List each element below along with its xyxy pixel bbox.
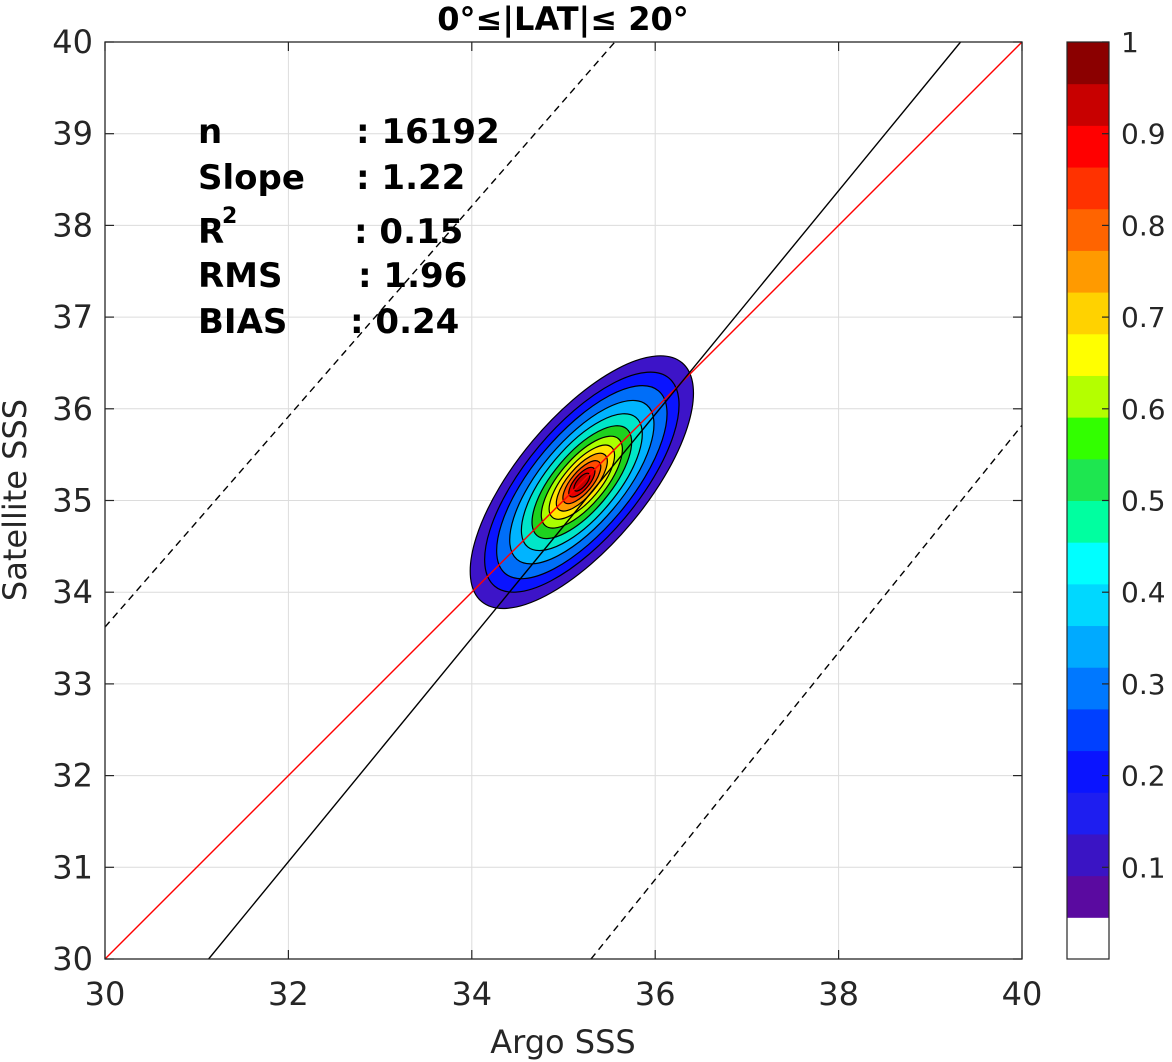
colorbar-segment: [1067, 83, 1109, 126]
colorbar-segment: [1067, 583, 1109, 627]
y-tick-label: 31: [52, 848, 93, 886]
colorbar-tick-label: 0.1: [1121, 851, 1166, 884]
stat-r2-superscript: 2: [222, 204, 237, 229]
regression-line: [208, 42, 962, 959]
colorbar-segment: [1067, 250, 1109, 293]
stats-box: n : 16192 Slope : 1.22 R 2 : 0.15 RMS : …: [198, 112, 500, 342]
x-tick-label: 36: [635, 975, 676, 1013]
colorbar-segment: [1067, 417, 1109, 460]
colorbar-tick-label: 0.7: [1121, 301, 1166, 334]
colorbar-segment: [1067, 917, 1109, 960]
colorbar-segment: [1067, 792, 1109, 835]
y-tick-label: 40: [52, 23, 93, 61]
x-tick-label: 38: [818, 975, 859, 1013]
colorbar-tick-label: 0.3: [1121, 668, 1166, 701]
y-tick-label: 36: [52, 390, 93, 428]
colorbar: 1 0.9 0.8 0.7 0.6 0.5 0.4 0.3 0.2 0.1: [1066, 26, 1166, 960]
stat-bias-label: BIAS: [198, 302, 287, 342]
colorbar-segment: [1067, 500, 1109, 543]
colorbar-tick-label: 0.9: [1121, 118, 1166, 151]
stat-r2-value: : 0.15: [354, 212, 463, 252]
colorbar-tick-label: 0.2: [1121, 760, 1166, 793]
colorbar-tick-label: 0.4: [1121, 576, 1166, 609]
stat-slope-label: Slope: [198, 158, 305, 198]
chart-title: 0°≤|LAT|≤ 20°: [437, 0, 688, 39]
stat-n-value: : 16192: [356, 112, 500, 152]
colorbar-segment: [1067, 167, 1109, 210]
colorbar-segment: [1067, 458, 1109, 501]
colorbar-segment: [1067, 375, 1109, 418]
colorbar-tick-label: 1: [1121, 26, 1139, 59]
colorbar-segment: [1067, 875, 1109, 918]
colorbar-segment: [1067, 625, 1109, 668]
colorbar-segment: [1067, 333, 1109, 376]
colorbar-tick-label: 0.6: [1121, 393, 1166, 426]
colorbar-segment: [1067, 667, 1109, 710]
colorbar-segment: [1067, 125, 1109, 168]
x-tick-label: 40: [1002, 975, 1043, 1013]
lower-dashed-line: [590, 424, 1022, 959]
stat-rms-value: : 1.96: [358, 256, 467, 296]
upper-dashed-line: [105, 42, 616, 628]
colorbar-segment: [1067, 833, 1109, 877]
grid: [104, 41, 1023, 960]
x-axis-label: Argo SSS: [490, 1023, 635, 1061]
x-tick-label: 30: [85, 975, 126, 1013]
axes: 30 32 34 36 38 40 30 31 32 33 34 35 36 37 38 39 40: [52, 23, 1042, 1013]
x-tick-label: 32: [268, 975, 309, 1013]
colorbar-segment: [1067, 208, 1109, 251]
stat-slope-value: : 1.22: [356, 158, 465, 198]
y-tick-label: 30: [52, 940, 93, 978]
y-tick-label: 33: [52, 665, 93, 703]
y-axis-label: Satellite SSS: [0, 399, 34, 601]
colorbar-tick-label: 0.8: [1121, 209, 1166, 242]
y-tick-label: 34: [52, 573, 93, 611]
y-tick-label: 39: [52, 115, 93, 153]
y-tick-label: 32: [52, 757, 93, 795]
reference-lines: [105, 42, 1022, 959]
colorbar-segment: [1067, 750, 1109, 793]
y-tick-label: 35: [52, 482, 93, 520]
y-tick-label: 38: [52, 206, 93, 244]
colorbar-tick-label: 0.5: [1121, 485, 1166, 518]
one-to-one-line: [105, 42, 1022, 959]
colorbar-segment: [1067, 542, 1109, 585]
stat-n-label: n: [198, 112, 222, 152]
colorbar-segment: [1067, 292, 1109, 335]
stat-bias-value: : 0.24: [350, 302, 459, 342]
colorbar-segment: [1067, 708, 1109, 752]
y-tick-label: 37: [52, 298, 93, 336]
stat-r2-label: R: [198, 212, 224, 252]
stat-rms-label: RMS: [198, 256, 283, 296]
x-tick-label: 34: [451, 975, 492, 1013]
colorbar-segment: [1067, 42, 1109, 85]
